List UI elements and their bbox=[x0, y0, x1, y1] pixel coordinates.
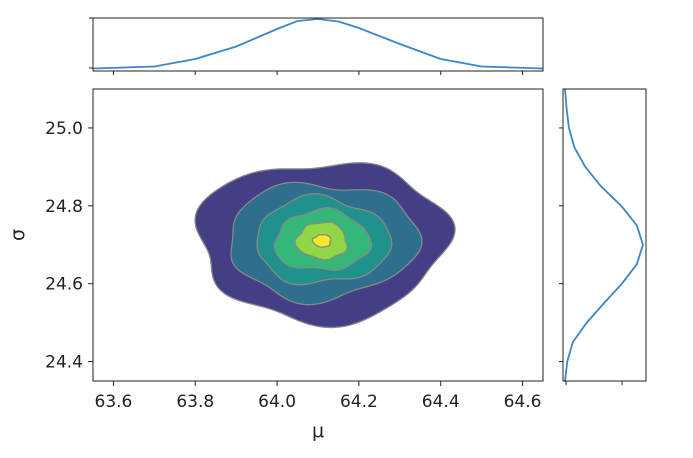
marginal-x-axes bbox=[89, 17, 544, 75]
marginal-y-frame bbox=[562, 88, 647, 382]
x-tick-label: 63.8 bbox=[176, 392, 214, 412]
joint-y-ticks: 24.4 24.6 24.8 25.0 bbox=[45, 119, 93, 373]
joint-axes: 63.6 63.8 64.0 64.2 64.4 64.6 24.4 24.6 24.8 25.… bbox=[7, 88, 544, 442]
x-tick-label: 64.0 bbox=[258, 392, 296, 412]
marginal-y-ticks bbox=[559, 127, 623, 385]
marginal-x-density-line bbox=[92, 18, 544, 70]
x-tick-label: 63.6 bbox=[95, 392, 133, 412]
contour-levels bbox=[194, 162, 456, 329]
x-tick-label: 64.2 bbox=[340, 392, 378, 412]
joint-x-ticks: 63.6 63.8 64.0 64.2 64.4 64.6 bbox=[95, 381, 542, 412]
contour-level-6 bbox=[311, 234, 332, 248]
y-tick-label: 24.6 bbox=[45, 275, 83, 295]
y-tick-label: 24.8 bbox=[45, 197, 83, 217]
x-axis-label: μ bbox=[312, 420, 324, 442]
joint-axes-frame bbox=[92, 88, 544, 382]
y-tick-label: 25.0 bbox=[45, 119, 83, 139]
marginal-x-frame bbox=[92, 17, 544, 72]
marginal-y-density-line bbox=[564, 88, 644, 382]
x-tick-label: 64.4 bbox=[422, 392, 460, 412]
y-tick-label: 24.4 bbox=[45, 353, 83, 373]
marginal-y-axes bbox=[559, 88, 647, 385]
x-tick-label: 64.6 bbox=[504, 392, 542, 412]
y-axis-label: σ bbox=[7, 229, 29, 241]
marginal-x-ticks bbox=[89, 17, 524, 75]
